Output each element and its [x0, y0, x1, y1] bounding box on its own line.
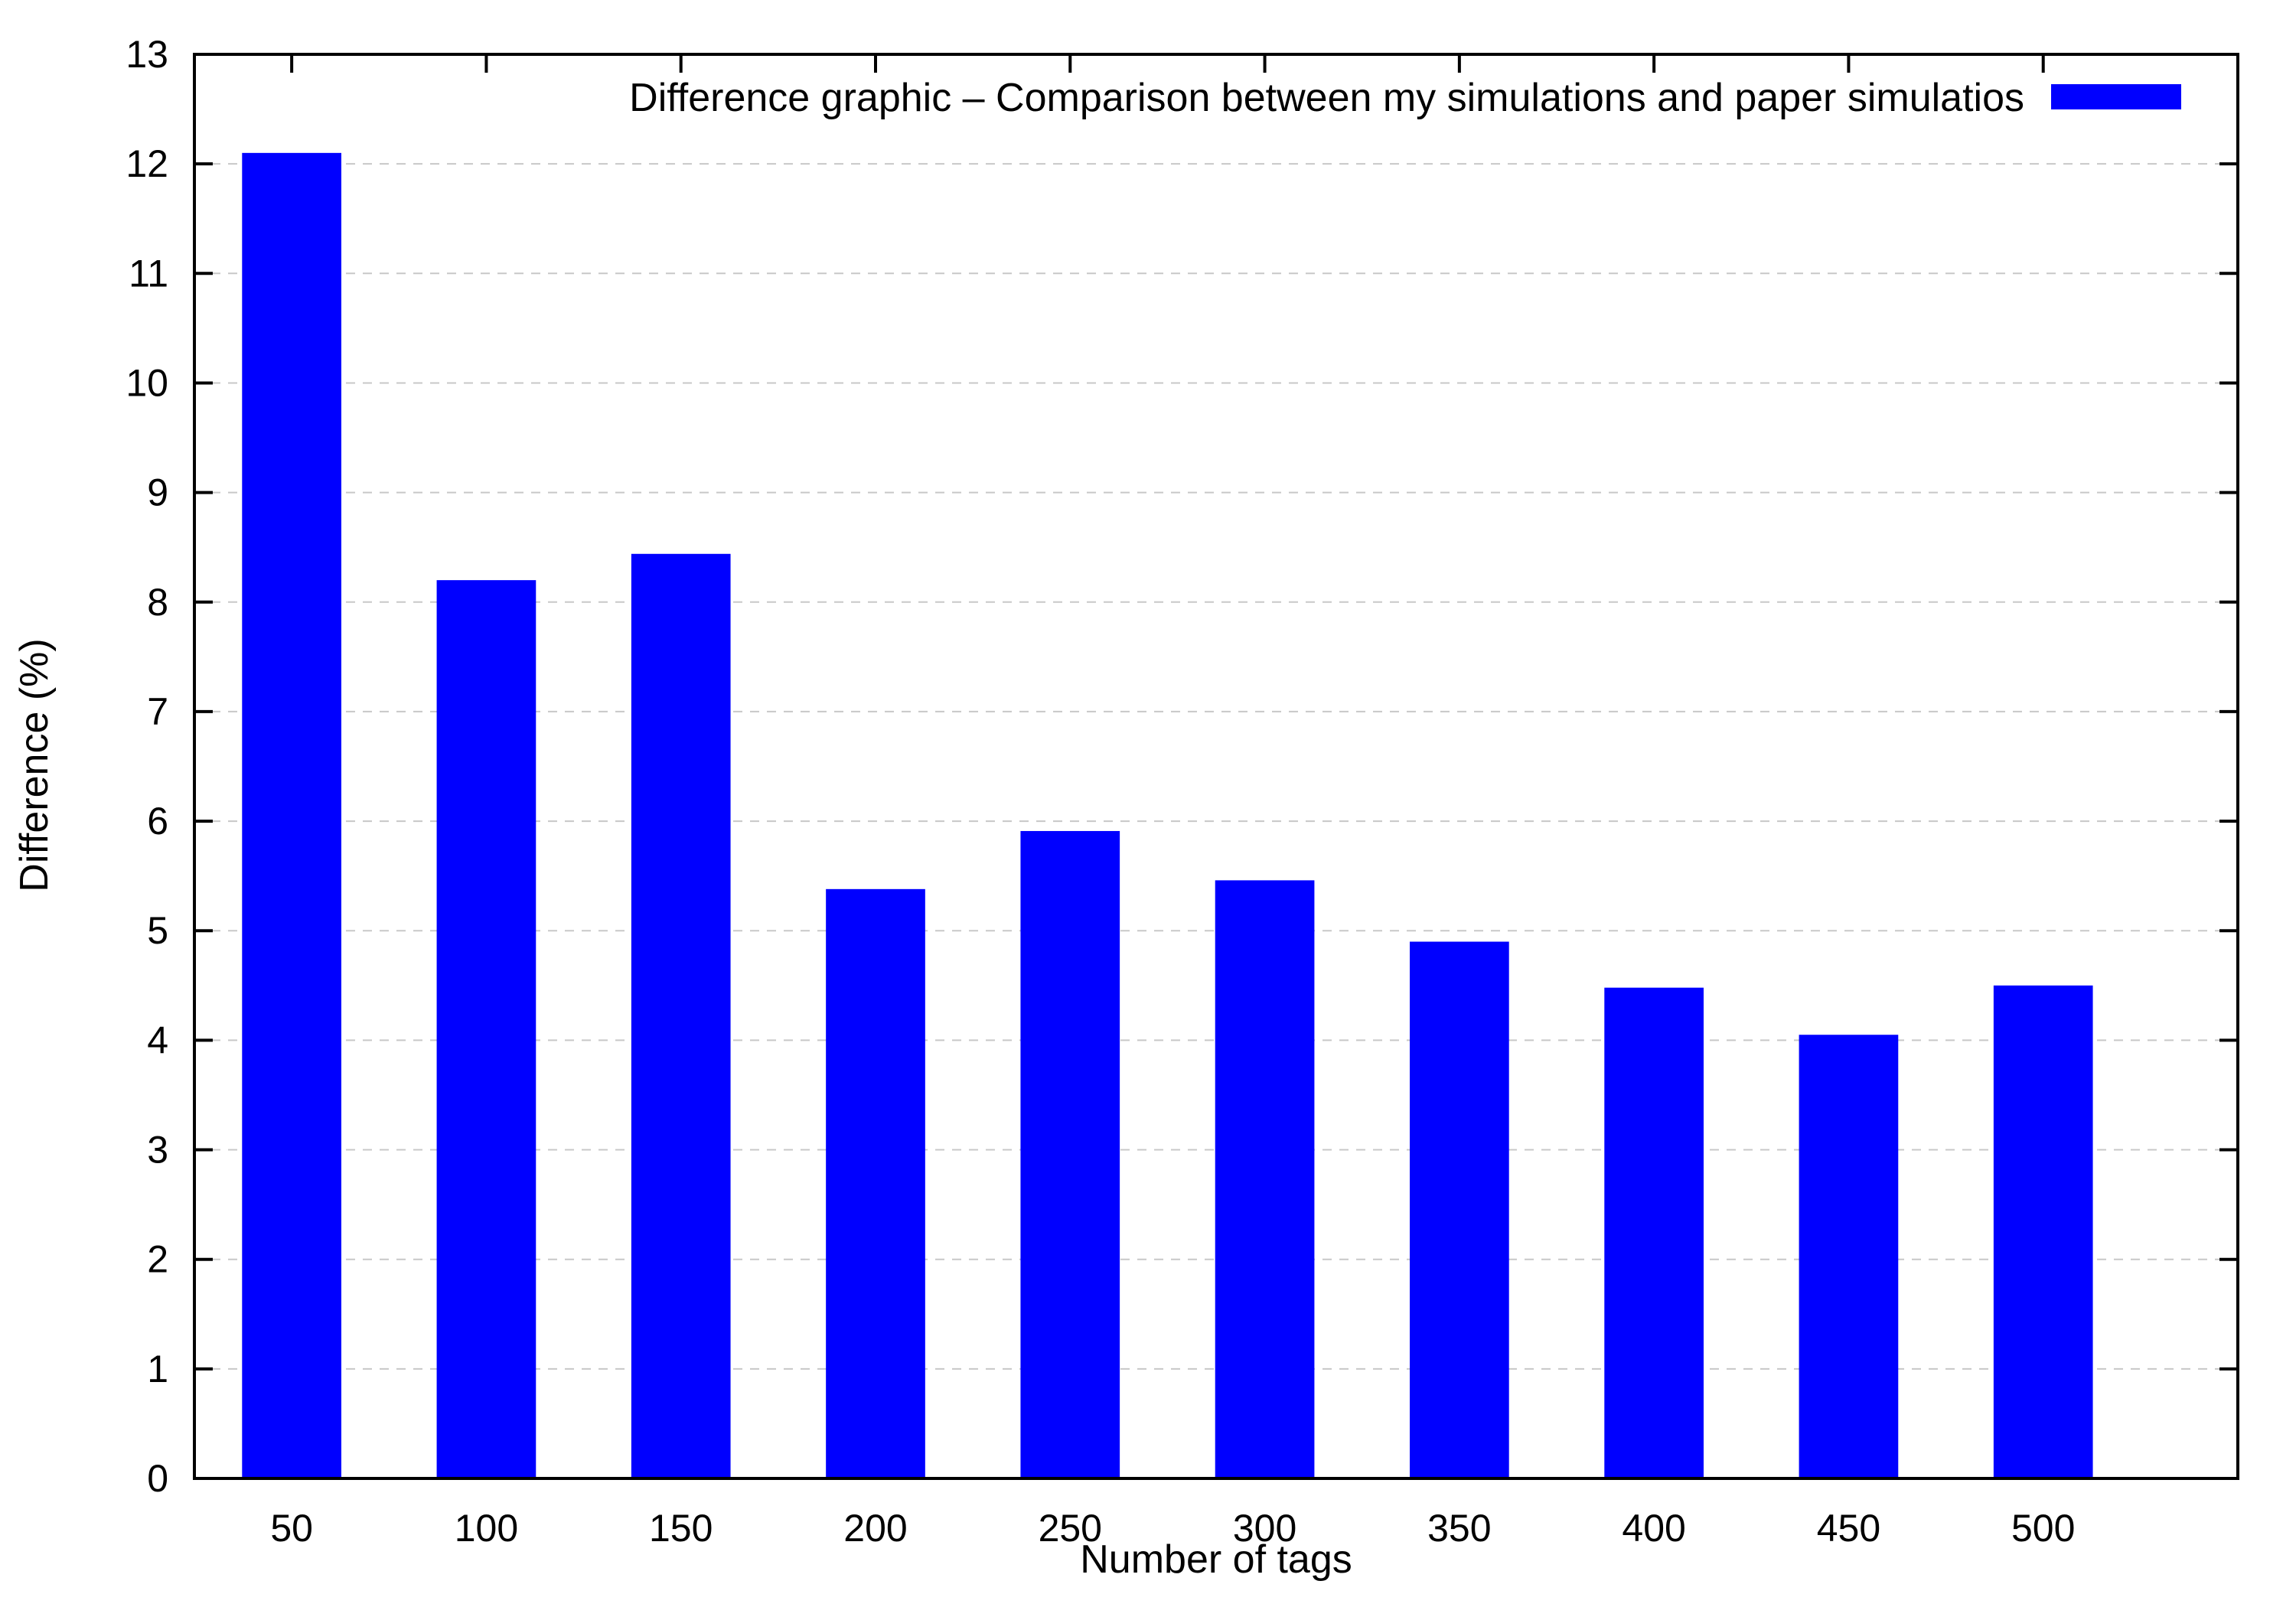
y-tick-label: 0 [147, 1457, 168, 1500]
x-tick-label: 450 [1817, 1507, 1880, 1550]
bar-450 [1799, 1035, 1899, 1478]
y-tick-label: 4 [147, 1019, 168, 1061]
x-tick-label: 150 [649, 1507, 713, 1550]
bar-500 [1993, 985, 2093, 1478]
y-tick-label: 12 [126, 142, 168, 185]
y-tick-label: 6 [147, 800, 168, 843]
x-tick-label: 350 [1427, 1507, 1491, 1550]
x-tick-label: 300 [1233, 1507, 1296, 1550]
x-tick-label: 100 [455, 1507, 518, 1550]
bar-300 [1215, 880, 1315, 1478]
bar-350 [1410, 941, 1509, 1478]
bar-50 [242, 152, 341, 1478]
y-tick-label: 3 [147, 1129, 168, 1172]
x-axis-label: Number of tags [1080, 1537, 1352, 1582]
y-tick-label: 13 [126, 33, 168, 76]
y-tick-label: 2 [147, 1238, 168, 1281]
x-tick-label: 250 [1039, 1507, 1102, 1550]
y-tick-label: 10 [126, 361, 168, 404]
x-tick-label: 500 [2011, 1507, 2075, 1550]
y-tick-label: 7 [147, 690, 168, 733]
x-axis: 50 100 150 200 250 300 350 400 450 500 [270, 54, 2075, 1550]
bar-200 [826, 888, 925, 1478]
legend-swatch [2051, 84, 2181, 109]
bar-250 [1020, 830, 1120, 1478]
y-axis-label: Difference (%) [12, 638, 57, 892]
y-tick-label: 8 [147, 581, 168, 624]
x-tick-label: 200 [843, 1507, 907, 1550]
y-tick-label: 1 [147, 1348, 168, 1390]
bar-400 [1604, 987, 1704, 1478]
bar-layer [242, 152, 2093, 1479]
y-tick-label: 5 [147, 909, 168, 952]
legend: Difference graphic – Comparison between … [629, 76, 2181, 120]
x-tick-label: 50 [270, 1507, 313, 1550]
bar-150 [631, 553, 731, 1479]
legend-label: Difference graphic – Comparison between … [629, 76, 2024, 120]
y-tick-label: 9 [147, 471, 168, 514]
y-tick-label: 11 [129, 252, 168, 295]
bar-100 [436, 580, 536, 1479]
x-tick-label: 400 [1622, 1507, 1685, 1550]
plot-frame [193, 53, 2239, 1480]
